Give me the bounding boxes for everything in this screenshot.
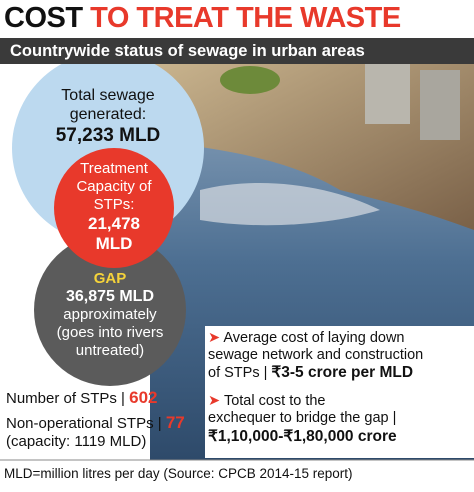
cost-item: ➤ Total cost to the exchequer to bridge … xyxy=(208,393,470,447)
text: exchequer to bridge the gap | xyxy=(208,410,397,426)
total-text: Total sewage generated: 57,233 MLD xyxy=(18,86,198,148)
text: Average cost of laying down xyxy=(223,330,405,346)
treatment-circle xyxy=(54,148,174,268)
cost-panel xyxy=(205,326,474,458)
label: Treatment xyxy=(80,160,148,177)
stat: Non-operational STPs | 77 (capacity: 111… xyxy=(6,414,185,451)
value: 77 xyxy=(165,413,185,432)
title-red: TO TREAT THE WASTE xyxy=(90,2,401,34)
value: 21,478 xyxy=(88,214,140,233)
note: untreated) xyxy=(75,342,145,359)
text: sewage network and construction xyxy=(208,347,424,363)
foam xyxy=(200,182,380,226)
label: GAP xyxy=(93,270,127,287)
label: Non-operational STPs | xyxy=(6,415,162,432)
treatment-text: Treatment Capacity of STPs: 21,478 MLD xyxy=(54,160,174,254)
gap-circle xyxy=(34,234,186,386)
note: (capacity: 1119 MLD) xyxy=(6,433,147,450)
label: Number of STPs | xyxy=(6,390,125,407)
gap-text: GAP 36,875 MLD approximately (goes into … xyxy=(30,270,190,360)
title-black: COST xyxy=(4,2,83,34)
bullet: ➤ xyxy=(208,393,221,409)
value: ₹3-5 crore per MLD xyxy=(271,364,414,381)
note: approximately xyxy=(63,306,157,323)
label: Total sewage xyxy=(61,87,155,104)
footer: MLD=million litres per day (Source: CPCB… xyxy=(4,466,353,481)
pillar xyxy=(420,70,460,140)
subtitle: Countrywide status of sewage in urban ar… xyxy=(10,42,365,60)
title: COST TO TREAT THE WASTE xyxy=(4,2,401,35)
value: 602 xyxy=(129,388,158,407)
stat: Number of STPs | 602 xyxy=(6,388,157,408)
text: Total cost to the xyxy=(223,393,326,409)
label: STPs: xyxy=(93,196,135,213)
value: ₹1,10,000-₹1,80,000 crore xyxy=(208,428,397,445)
bush xyxy=(220,66,280,94)
subtitle-bar: Countrywide status of sewage in urban ar… xyxy=(0,38,474,64)
bullet: ➤ xyxy=(208,330,221,346)
pillar xyxy=(365,64,410,124)
cost-item: ➤ Average cost of laying down sewage net… xyxy=(208,330,470,382)
value: 36,875 MLD xyxy=(65,288,155,305)
text: of STPs | xyxy=(208,365,268,381)
value: 57,233 MLD xyxy=(55,125,161,146)
note: (goes into rivers xyxy=(56,324,164,341)
value: MLD xyxy=(95,234,133,253)
label: generated: xyxy=(69,106,147,123)
label: Capacity of xyxy=(76,178,152,195)
